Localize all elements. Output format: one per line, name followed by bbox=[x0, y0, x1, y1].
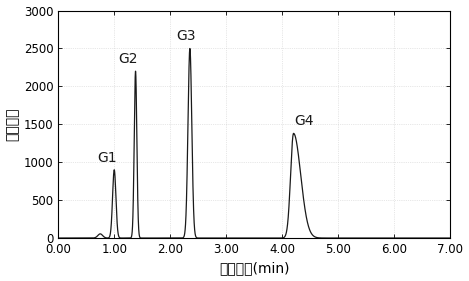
Text: G1: G1 bbox=[97, 151, 117, 165]
X-axis label: 保留时间(min): 保留时间(min) bbox=[219, 261, 289, 275]
Text: G4: G4 bbox=[294, 114, 313, 128]
Text: G3: G3 bbox=[176, 29, 196, 43]
Y-axis label: 信号强度: 信号强度 bbox=[6, 108, 20, 141]
Text: G2: G2 bbox=[119, 52, 138, 66]
